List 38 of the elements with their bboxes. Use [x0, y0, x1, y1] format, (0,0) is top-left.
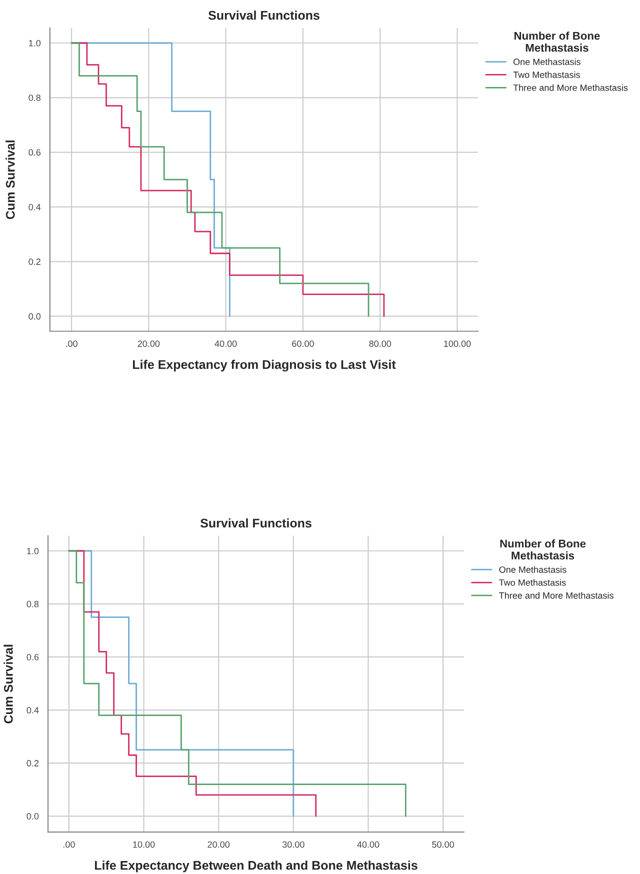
- x-tick-label: 100.00: [444, 340, 471, 347]
- y-tick-label: 0.4: [26, 707, 39, 714]
- chart-title: Survival Functions: [208, 10, 320, 20]
- y-tick-label: 1.0: [29, 40, 41, 46]
- x-tick-label: 30.00: [282, 841, 304, 848]
- y-axis-title: Cum Survival: [6, 140, 15, 220]
- legend-label: Two Methastasis: [499, 579, 566, 586]
- y-tick-label: 0.8: [28, 94, 40, 101]
- legend-label: Two Methastasis: [513, 71, 580, 78]
- y-tick-label: 0.6: [26, 654, 39, 660]
- x-tick-label: 20.00: [138, 340, 160, 347]
- legend-label: One Methastasis: [499, 566, 566, 573]
- x-tick-label: 80.00: [369, 340, 392, 347]
- x-tick-label: 40.00: [214, 340, 237, 347]
- y-tick-label: 0.0: [26, 813, 39, 820]
- x-tick-label: 60.00: [292, 340, 314, 347]
- legend-label: Three and More Methastasis: [499, 592, 614, 599]
- y-tick-label: 0.2: [26, 760, 39, 766]
- y-tick-label: 0.2: [28, 258, 40, 265]
- y-tick-label: 0.8: [26, 600, 39, 608]
- y-tick-label: 0.6: [28, 149, 40, 156]
- x-tick-label: .00: [66, 340, 78, 347]
- x-tick-label: 10.00: [133, 841, 155, 848]
- x-tick-label: 40.00: [357, 841, 380, 848]
- y-tick-label: 1.0: [27, 548, 39, 554]
- x-tick-label: 20.00: [208, 841, 230, 848]
- x-axis-title: Life Expectancy Between Death and Bone Methastasis: [94, 860, 418, 872]
- legend-title: Number of Bone Methastasis: [500, 539, 586, 560]
- y-axis-title: Cum Survival: [4, 644, 13, 724]
- x-tick-label: 50.00: [432, 841, 454, 848]
- y-tick-label: 0.0: [28, 313, 41, 320]
- legend-label: One Methastasis: [513, 58, 580, 66]
- legend-label: Three and More Methastasis: [513, 84, 628, 91]
- x-tick-label: .00: [64, 841, 75, 848]
- legend-title: Number of Bone Methastasis: [514, 32, 600, 52]
- chart-title: Survival Functions: [200, 518, 312, 528]
- y-tick-label: 0.4: [28, 204, 41, 210]
- x-axis-title: Life Expectancy from Diagnosis to Last Visit: [132, 360, 396, 372]
